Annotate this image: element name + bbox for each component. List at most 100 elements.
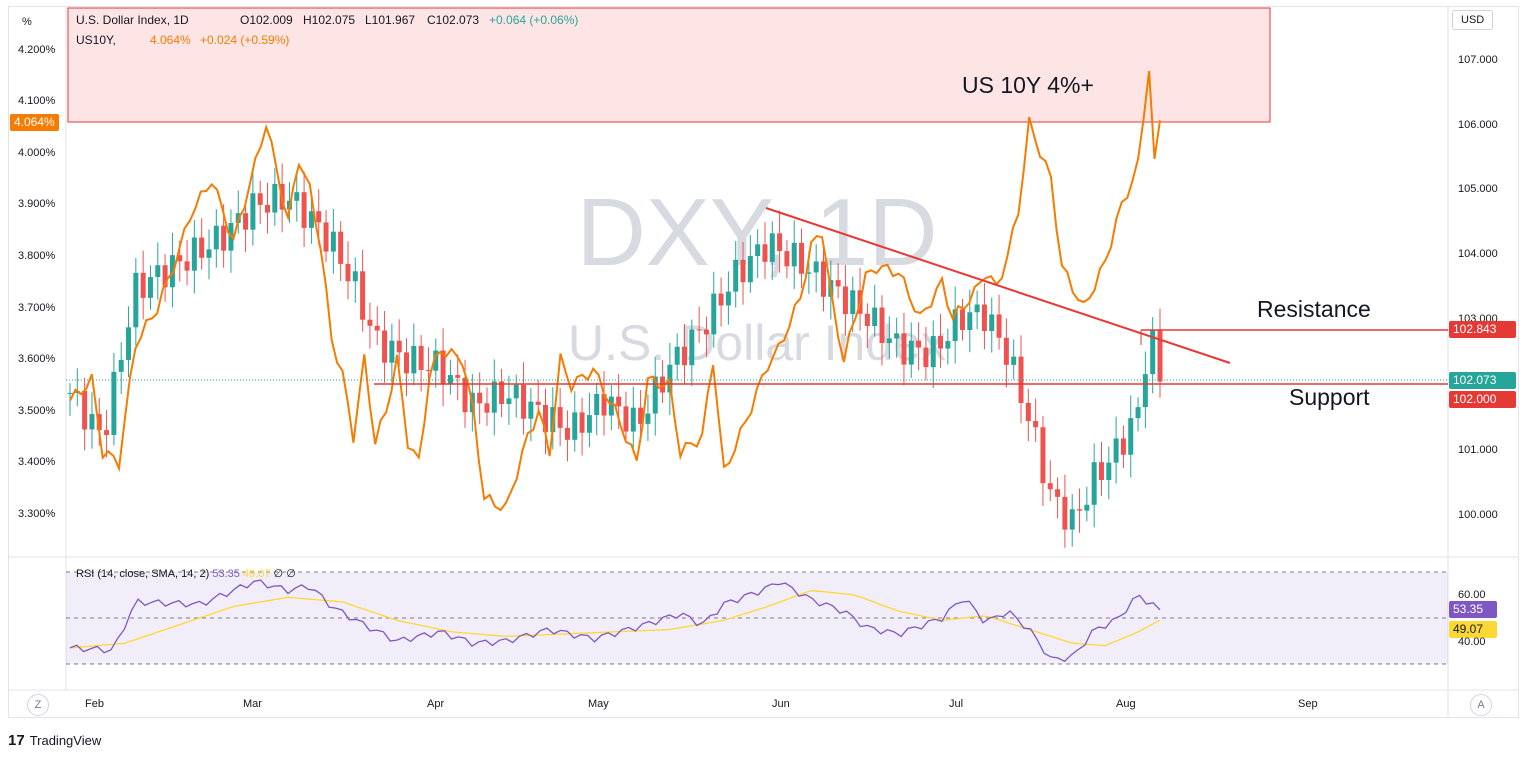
candle-body xyxy=(1062,496,1068,530)
candle-body xyxy=(257,193,263,205)
candle-body xyxy=(689,329,695,366)
candle-body xyxy=(330,231,336,252)
candle-body xyxy=(616,396,622,407)
left-axis-label: 4.000% xyxy=(18,147,56,159)
candle-body xyxy=(762,244,768,262)
candle-body xyxy=(799,242,805,274)
watermark-symbol: DXY, 1D xyxy=(576,179,937,286)
zoom-button[interactable]: Z xyxy=(27,694,49,716)
rsi-legend-label: RSI (14, close, SMA, 14, 2) xyxy=(76,568,210,580)
candle-body xyxy=(535,401,541,405)
left-axis-label: 3.700% xyxy=(18,302,56,314)
us10y-last-badge: 4.064% xyxy=(10,114,59,131)
candle-body xyxy=(806,272,812,274)
candle-body xyxy=(513,384,519,399)
candle-body xyxy=(579,412,585,433)
candle-body xyxy=(740,259,746,283)
candle-body xyxy=(601,393,607,416)
candle-body xyxy=(872,307,878,327)
candle-body xyxy=(177,255,183,262)
right-axis-label: 105.000 xyxy=(1458,183,1498,195)
candle-body xyxy=(301,192,307,228)
legend-symbol[interactable]: U.S. Dollar Index, 1D xyxy=(76,13,189,27)
chart-frame xyxy=(8,6,1519,718)
legend-us10y-label[interactable]: US10Y, xyxy=(76,33,116,47)
candle-body xyxy=(389,340,395,363)
candle-body xyxy=(1025,402,1031,422)
candle-body xyxy=(1033,421,1039,428)
right-axis-label: 100.000 xyxy=(1458,509,1498,521)
candle-body xyxy=(440,350,446,385)
candle-body xyxy=(1120,438,1126,455)
candle-body xyxy=(506,398,512,405)
candle-body xyxy=(294,192,300,201)
candle-body xyxy=(360,271,366,320)
candle-body xyxy=(491,381,497,413)
candle-body xyxy=(199,237,205,258)
rsi-legend-null-2: ∅ xyxy=(286,568,296,580)
candle-body xyxy=(630,407,636,432)
rsi-legend[interactable]: RSI (14, close, SMA, 14, 2) 53.35 49.07 … xyxy=(76,567,296,580)
candle-body xyxy=(1098,462,1104,481)
resistance-annotation: Resistance xyxy=(1257,296,1371,322)
time-axis-label: Aug xyxy=(1116,698,1136,710)
candle-body xyxy=(396,340,402,353)
time-axis-label: Jun xyxy=(772,698,790,710)
candle-body xyxy=(1084,504,1090,511)
candle-body xyxy=(382,330,388,363)
us10y-zone xyxy=(67,7,1271,123)
candle-body xyxy=(367,319,373,326)
candle-body xyxy=(930,336,936,368)
time-axis-label: Jul xyxy=(949,698,964,710)
candle-body xyxy=(952,309,958,342)
candle-body xyxy=(191,237,197,271)
candle-body xyxy=(645,413,651,424)
right-unit-button[interactable]: USD xyxy=(1452,10,1494,30)
time-axis-label: Apr xyxy=(427,698,445,710)
candle-body xyxy=(140,272,146,298)
candle-body xyxy=(564,427,570,440)
candle-body xyxy=(945,341,951,349)
resistance-badge: 102.843 xyxy=(1449,321,1516,338)
support-badge: 102.000 xyxy=(1449,391,1516,408)
candle-body xyxy=(769,233,775,262)
time-axis-label: Mar xyxy=(243,698,262,710)
candle-body xyxy=(1128,418,1134,455)
candle-body xyxy=(411,345,417,374)
candle-body xyxy=(316,211,322,223)
candle-body xyxy=(82,390,88,430)
candle-body xyxy=(162,265,168,288)
candle-body xyxy=(184,261,190,271)
legend-us10y-change: +0.024 (+0.59%) xyxy=(200,33,290,47)
time-axis-label: Feb xyxy=(85,698,104,710)
us10y-line xyxy=(69,70,1161,512)
auto-scale-button[interactable]: A xyxy=(1470,694,1492,716)
candle-body xyxy=(791,242,797,267)
candle-body xyxy=(638,407,644,424)
candle-body xyxy=(1040,427,1046,484)
candle-body xyxy=(111,371,117,435)
candle-body xyxy=(484,403,490,413)
right-axis-label: 107.000 xyxy=(1458,54,1498,66)
candle-body xyxy=(169,255,175,288)
candle-body xyxy=(674,346,680,365)
candle-body xyxy=(572,412,578,440)
left-axis-label: 4.100% xyxy=(18,95,56,107)
candle-body xyxy=(374,325,380,331)
support-annotation: Support xyxy=(1289,384,1370,410)
candle-body xyxy=(755,244,761,256)
candle-body xyxy=(104,430,110,435)
candle-body xyxy=(1142,374,1148,408)
candle-body xyxy=(557,407,563,428)
candle-body xyxy=(455,375,461,378)
trendline[interactable] xyxy=(765,207,1231,364)
right-axis-label: 101.000 xyxy=(1458,444,1498,456)
rsi-axis-40: 40.00 xyxy=(1458,636,1486,648)
candle-body xyxy=(718,293,724,306)
candle-body xyxy=(404,352,410,374)
tradingview-logo[interactable]: 17 TradingView xyxy=(8,732,101,749)
candle-body xyxy=(1003,337,1009,365)
candle-body xyxy=(842,286,848,315)
candle-body xyxy=(820,261,826,297)
